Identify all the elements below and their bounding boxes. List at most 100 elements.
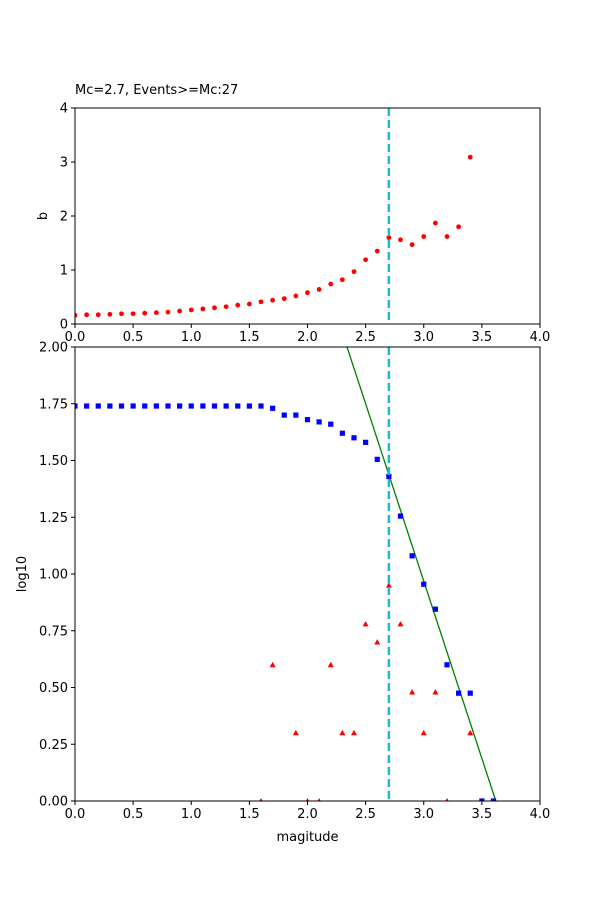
bottom-point-square-28 (397, 513, 404, 519)
top-title: Mc=2.7, Events>=Mc:27 (75, 83, 238, 98)
top-point-circle-23 (339, 277, 345, 283)
top-point-circle-3 (107, 311, 113, 317)
bottom-point-square-10 (188, 403, 194, 409)
top-data-layer (75, 154, 473, 318)
bottom-point-square-11 (200, 403, 206, 409)
bottom-point-square-29 (409, 553, 415, 559)
bottom-xtick-label: 0.5 (123, 807, 144, 822)
bottom-point-square-3 (107, 403, 113, 409)
bottom-ytick-label: 0.00 (39, 795, 68, 810)
top-point-circle-33 (456, 224, 462, 230)
top-point-circle-4 (119, 311, 124, 317)
bottom-point-square-35 (479, 798, 485, 801)
bottom-point-square-15 (246, 403, 252, 409)
bottom-xtick-label: 4.0 (530, 807, 551, 822)
bottom-ylabel: log10 (15, 556, 30, 592)
bottom-point-triangle-11 (397, 620, 404, 627)
top-ytick-label: 4 (60, 102, 68, 117)
bottom-ytick-label: 1.25 (39, 511, 68, 526)
top-point-circle-7 (153, 310, 159, 316)
bottom-point-triangle-2 (292, 729, 299, 736)
b-value-plot: 0.0 0.5 1.0 1.5 2.0 2.5 3.0 3.5 4.0 0 1 2 3 4 Mc=2.7, … (36, 83, 550, 345)
top-point-circle-24 (351, 269, 357, 275)
bottom-point-square-6 (142, 403, 148, 409)
bottom-ytick-label: 1.75 (39, 397, 68, 412)
bottom-xtick-label: 2.5 (355, 807, 376, 822)
bottom-point-square-34 (467, 690, 473, 696)
top-plot-area (75, 108, 540, 324)
bottom-ytick-label: 0.75 (39, 624, 68, 639)
bottom-xtick-label: 3.5 (472, 807, 493, 822)
bottom-point-square-30 (421, 581, 427, 587)
bottom-point-triangle-1 (269, 661, 276, 668)
bottom-ytick-label: 1.50 (39, 454, 68, 469)
top-ylabel: b (36, 212, 51, 220)
top-point-circle-12 (212, 305, 217, 311)
top-point-circle-18 (281, 296, 287, 302)
top-point-circle-14 (235, 302, 241, 308)
bottom-point-triangle-4 (317, 798, 321, 801)
bottom-xtick-label: 0.0 (65, 807, 86, 822)
top-ytick-label: 1 (60, 264, 68, 279)
top-ytick-label: 3 (60, 156, 68, 171)
bottom-point-square-9 (177, 403, 183, 409)
top-point-circle-30 (421, 234, 427, 239)
top-point-circle-6 (142, 310, 148, 316)
bottom-point-triangle-5 (327, 661, 334, 668)
bottom-point-triangle-3 (305, 798, 310, 801)
bottom-point-triangle-7 (351, 729, 357, 736)
bottom-point-square-0 (75, 403, 78, 409)
bottom-point-triangle-10 (385, 582, 392, 588)
bottom-ytick-label: 1.00 (39, 568, 68, 583)
top-xtick-label: 2.0 (297, 330, 318, 345)
bottom-point-square-23 (339, 430, 345, 436)
bottom-ytick-label: 2.00 (39, 341, 68, 356)
bottom-point-square-32 (444, 662, 450, 668)
bottom-point-square-24 (351, 435, 357, 441)
fit-line (346, 347, 497, 801)
top-xtick-label: 2.5 (355, 330, 376, 345)
bottom-point-square-14 (235, 403, 241, 409)
bottom-point-triangle-12 (409, 689, 416, 695)
top-point-circle-1 (84, 312, 90, 318)
top-point-circle-26 (374, 248, 380, 254)
top-xtick-label: 4.0 (530, 330, 551, 345)
top-point-circle-28 (398, 237, 403, 243)
top-point-circle-22 (328, 281, 334, 287)
top-xtick-label: 0.0 (65, 330, 86, 345)
top-point-circle-31 (432, 220, 438, 226)
bottom-point-triangle-0 (259, 798, 263, 801)
top-point-circle-5 (130, 311, 136, 317)
bottom-point-triangle-15 (445, 798, 449, 801)
top-xtick-label: 3.0 (413, 330, 434, 345)
bottom-data-layer (75, 347, 497, 801)
bottom-point-square-20 (304, 417, 311, 423)
bottom-point-square-4 (118, 403, 125, 409)
bottom-point-square-7 (153, 403, 159, 409)
top-point-circle-10 (188, 307, 194, 313)
bottom-plot-area (75, 347, 540, 801)
bottom-xtick-label: 1.0 (181, 807, 202, 822)
bottom-point-square-1 (84, 403, 90, 409)
top-point-circle-21 (316, 287, 322, 292)
bottom-xtick-label: 1.5 (239, 807, 260, 822)
bottom-ytick-label: 0.25 (39, 738, 68, 753)
bottom-point-square-8 (165, 403, 171, 409)
top-point-circle-27 (386, 235, 392, 241)
bottom-point-square-13 (223, 403, 229, 409)
top-point-circle-13 (223, 304, 229, 310)
top-point-circle-17 (270, 297, 276, 303)
top-point-circle-9 (177, 308, 183, 314)
log10-plot: 0.0 0.5 1.0 1.5 2.0 2.5 3.0 3.5 4.0 0.00 0.25 0.50 0… (15, 341, 550, 846)
bottom-point-triangle-8 (362, 620, 369, 627)
bottom-point-square-17 (270, 405, 276, 411)
top-point-circle-34 (467, 154, 473, 160)
bottom-point-square-33 (456, 690, 462, 696)
top-xtick-label: 3.5 (472, 330, 493, 345)
top-point-circle-0 (75, 312, 78, 318)
bottom-point-square-36 (490, 798, 497, 801)
bottom-ytick-label: 0.50 (39, 681, 68, 696)
bottom-point-square-22 (328, 421, 334, 427)
bottom-point-triangle-14 (432, 689, 439, 695)
